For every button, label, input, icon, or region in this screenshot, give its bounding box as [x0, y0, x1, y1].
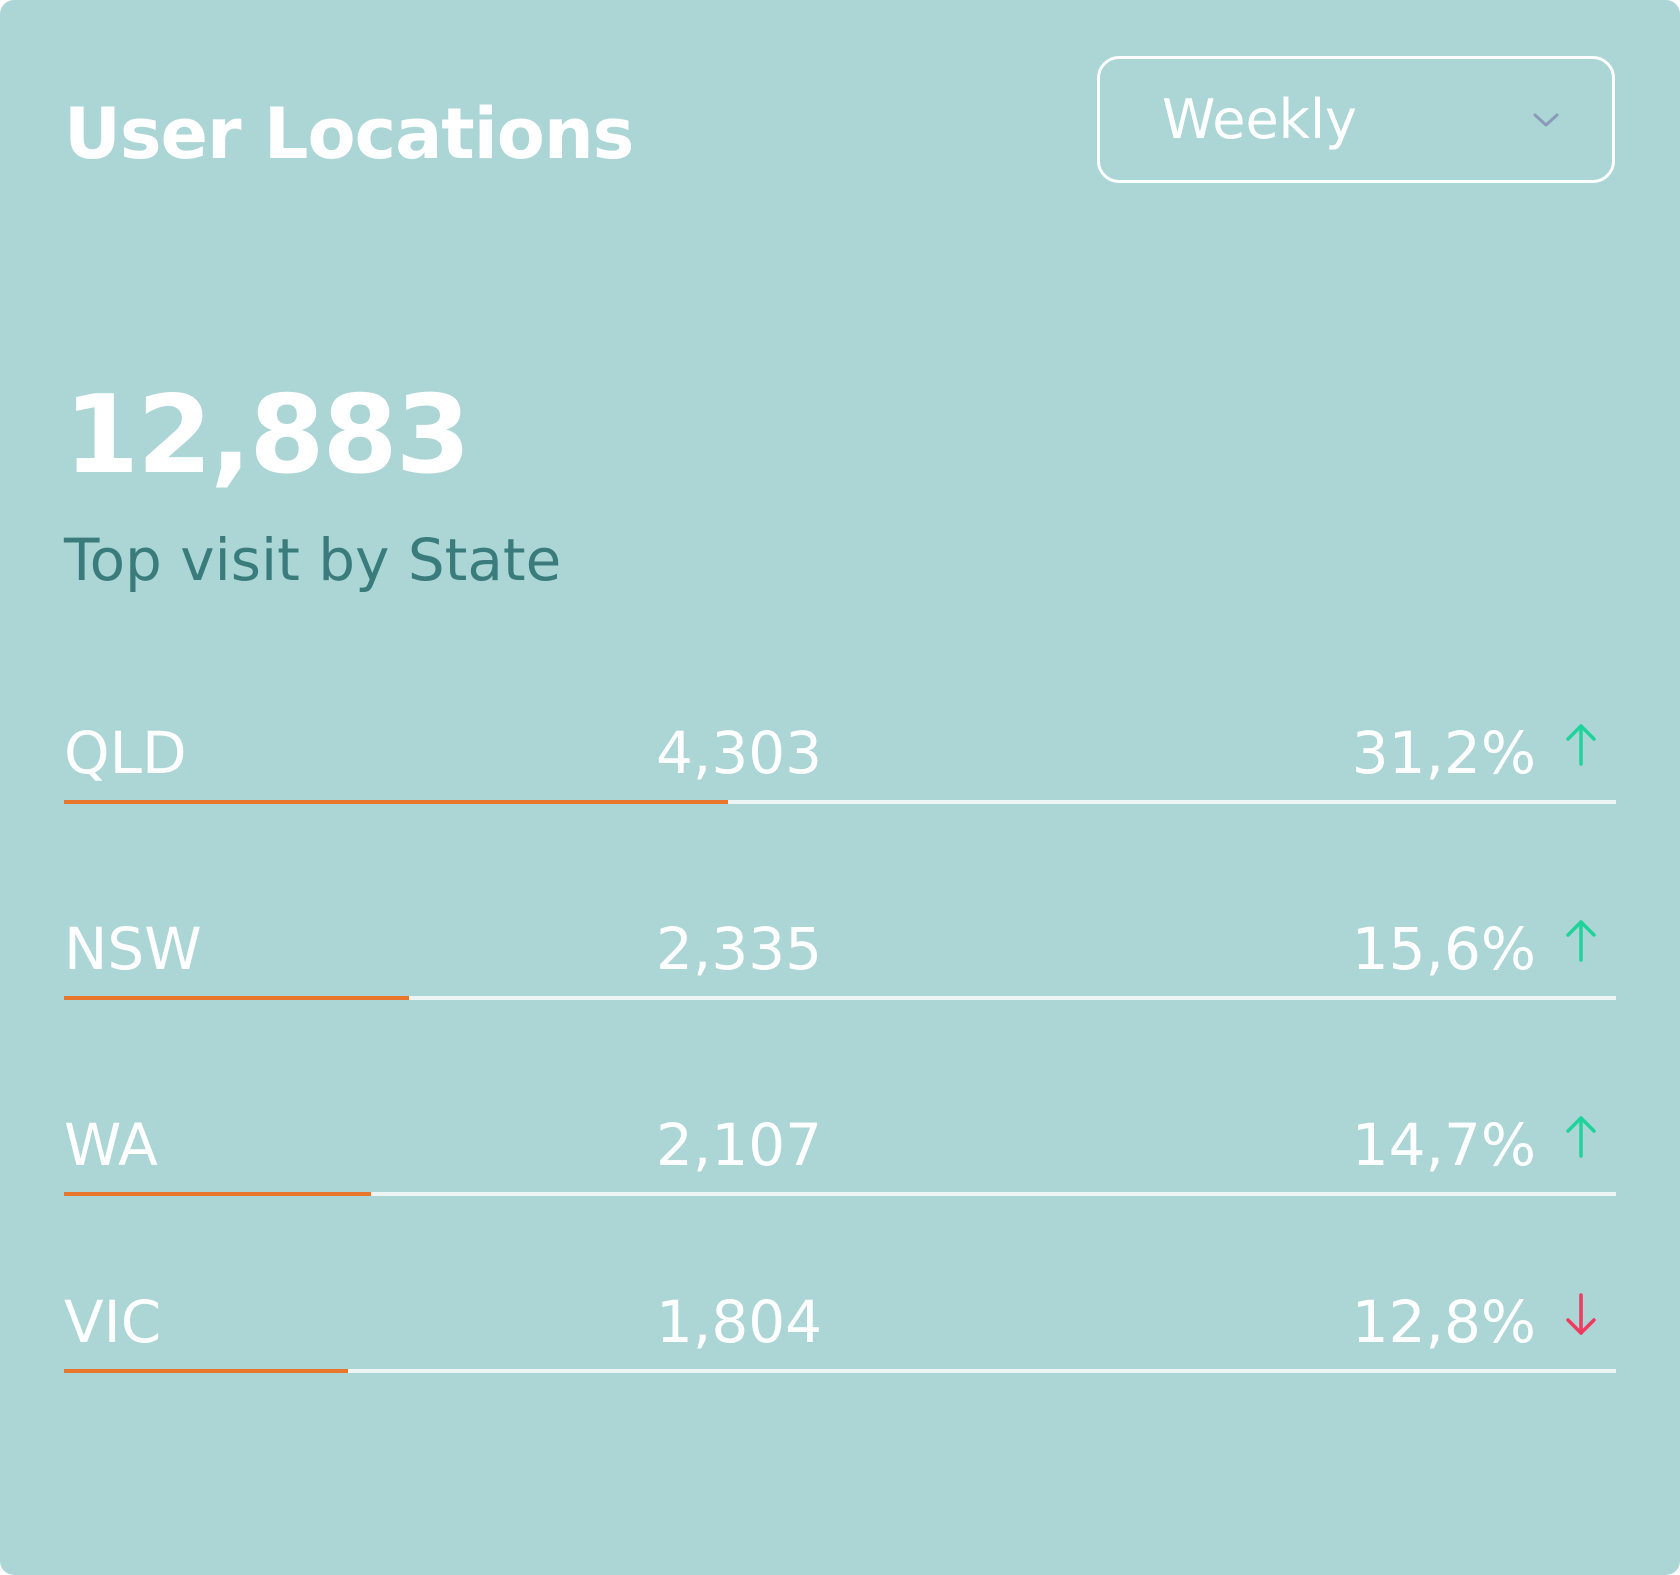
chevron-down-icon	[1533, 113, 1559, 127]
arrow-down-icon	[1566, 1293, 1596, 1335]
card-title: User Locations	[64, 93, 634, 175]
state-percent: 14,7%	[1351, 1111, 1536, 1179]
state-label: VIC	[64, 1288, 162, 1356]
state-bar-fill	[64, 996, 409, 1000]
state-row-wa: WA 2,107 14,7%	[64, 1110, 1616, 1210]
total-users: 12,883	[64, 373, 471, 498]
arrow-up-icon	[1566, 724, 1596, 766]
arrow-up-icon	[1566, 920, 1596, 962]
state-bar-track	[64, 800, 1616, 804]
period-select-value: Weekly	[1162, 88, 1357, 151]
state-count: 4,303	[656, 719, 823, 787]
state-count: 2,335	[656, 915, 823, 983]
subtitle: Top visit by State	[64, 526, 562, 594]
state-label: WA	[64, 1111, 158, 1179]
state-percent: 31,2%	[1351, 719, 1536, 787]
state-bar-track	[64, 996, 1616, 1000]
state-label: QLD	[64, 719, 187, 787]
state-row-qld: QLD 4,303 31,2%	[64, 718, 1616, 818]
state-percent: 12,8%	[1351, 1288, 1536, 1356]
state-count: 2,107	[656, 1111, 823, 1179]
state-bar-fill	[64, 1369, 349, 1373]
state-count: 1,804	[656, 1288, 823, 1356]
arrow-up-icon	[1566, 1116, 1596, 1158]
state-percent: 15,6%	[1351, 915, 1536, 983]
state-row-vic: VIC 1,804 12,8%	[64, 1287, 1616, 1387]
state-bar-track	[64, 1369, 1616, 1373]
period-select[interactable]: Weekly	[1097, 56, 1615, 183]
state-label: NSW	[64, 915, 202, 983]
state-row-nsw: NSW 2,335 15,6%	[64, 914, 1616, 1014]
state-bar-fill	[64, 1192, 372, 1196]
state-bar-fill	[64, 800, 729, 804]
state-bar-track	[64, 1192, 1616, 1196]
